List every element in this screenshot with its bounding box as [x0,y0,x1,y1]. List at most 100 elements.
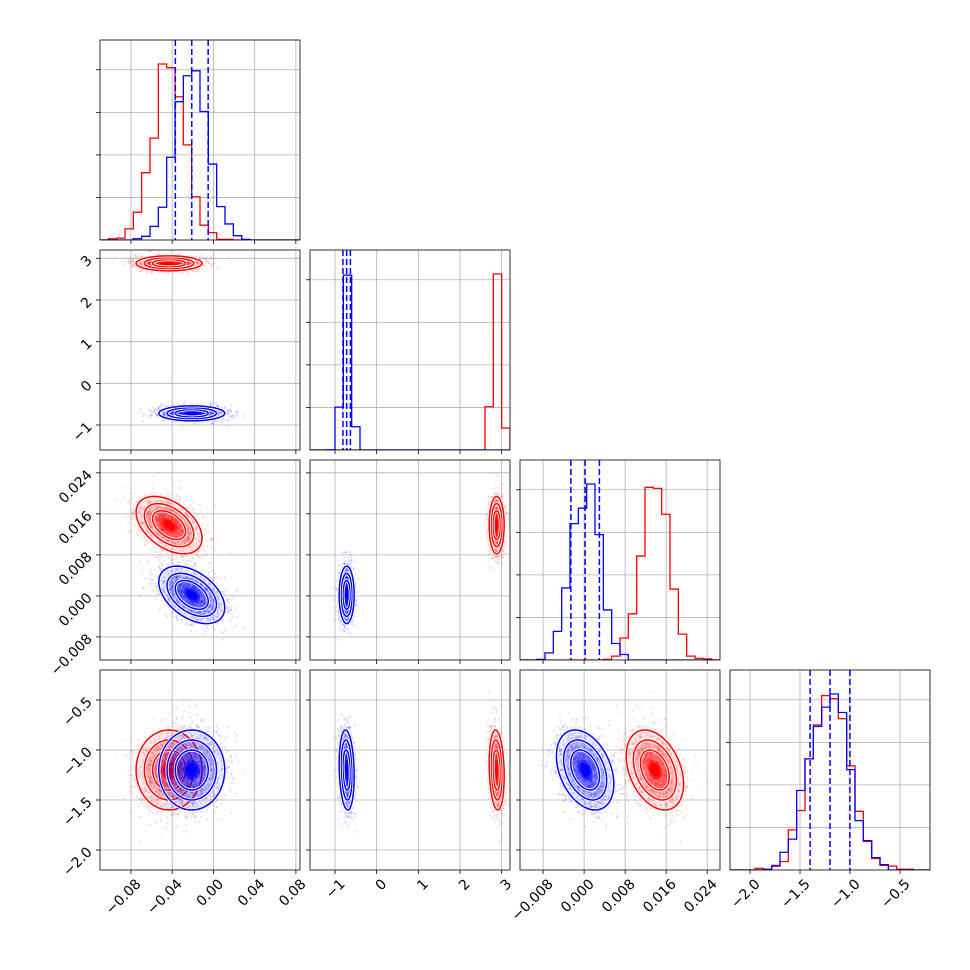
scatter-point [160,512,163,515]
scatter-point [139,407,142,410]
scatter-point [143,537,146,540]
scatter-point [231,415,234,418]
scatter-point [141,509,144,512]
histogram-series-0 [310,273,510,450]
scatter-point [163,500,166,504]
scatter-point [136,256,139,259]
scatter-point [175,498,178,501]
scatter-point [155,507,158,510]
scatter-point [189,538,192,541]
scatter-point [186,506,189,509]
scatter-point [149,261,152,264]
scatter-point [158,407,161,410]
scatter-point [230,415,233,418]
scatter-point [147,518,150,521]
scatter-point [172,517,175,520]
scatter-point [211,264,214,267]
scatter-point [187,261,190,264]
scatter-point [151,545,154,548]
scatter-point [202,515,205,518]
scatter-point [158,518,161,521]
scatter-point [179,412,182,415]
scatter-point [166,272,169,275]
scatter-point [176,531,179,534]
scatter-point [215,402,218,405]
scatter-point [131,491,134,495]
scatter-point [184,400,187,403]
scatter-point [169,412,172,415]
scatter-point [213,256,217,259]
scatter-point [134,266,137,269]
scatter-point [204,532,207,535]
scatter-point [192,543,195,546]
scatter-point [196,262,200,265]
scatter-point [186,548,189,551]
scatter-point [162,515,165,518]
scatter-point [149,521,152,524]
scatter-point [171,412,174,415]
scatter-point [179,412,182,415]
scatter-point [145,414,148,417]
scatter-point [166,552,169,555]
scatter-point [155,556,158,559]
scatter-point [181,555,184,558]
scatter-point [131,259,134,262]
scatter-point [187,535,190,538]
scatter-point [143,492,147,495]
scatter-point [209,261,212,264]
scatter-point [162,528,165,531]
scatter-point [158,517,161,520]
scatter-point [140,521,143,524]
scatter-point [139,513,143,516]
scatter-point [147,261,151,264]
scatter-point [210,401,213,404]
scatter-point [205,259,208,262]
scatter-point [169,412,173,415]
scatter-point [161,403,164,406]
scatter-point [152,589,155,592]
panel-3-3 [726,669,931,874]
scatter-point [197,269,200,272]
scatter-point [132,256,135,259]
scatter-point [182,411,185,414]
scatter-point [146,500,149,503]
scatter-point [151,271,154,274]
scatter-point [140,539,143,542]
scatter-point [230,410,233,413]
scatter-point [217,420,220,423]
scatter-point [181,412,184,415]
scatter-point [150,524,153,527]
scatter-point [157,519,161,522]
scatter-point [174,532,177,535]
scatter-point [146,270,149,273]
scatter-point [173,518,176,521]
scatter-point [177,521,180,524]
scatter-point [160,513,163,516]
histogram-series-1 [520,483,720,660]
scatter-point [179,529,183,532]
scatter-point [211,422,215,425]
scatter-point [200,254,203,257]
panel-frame [309,249,511,451]
scatter-point [128,530,131,533]
scatter-point [164,613,167,616]
scatter-point [201,411,204,414]
scatter-point [196,261,199,264]
scatter-point [170,532,173,535]
scatter-point [150,414,153,417]
scatter-point [177,262,180,265]
scatter-point [171,532,174,535]
scatter-point [150,512,153,515]
scatter-point [186,535,190,538]
scatter-point [168,515,171,518]
scatter-point [155,551,158,554]
scatter-point [177,524,180,527]
scatter-point [133,254,136,257]
scatter-point [177,528,180,531]
scatter-point [210,256,213,259]
scatter-point [144,527,147,530]
scatter-point [178,549,181,552]
scatter-point [184,547,188,551]
scatter-point [182,547,185,551]
scatter-point [169,412,172,415]
